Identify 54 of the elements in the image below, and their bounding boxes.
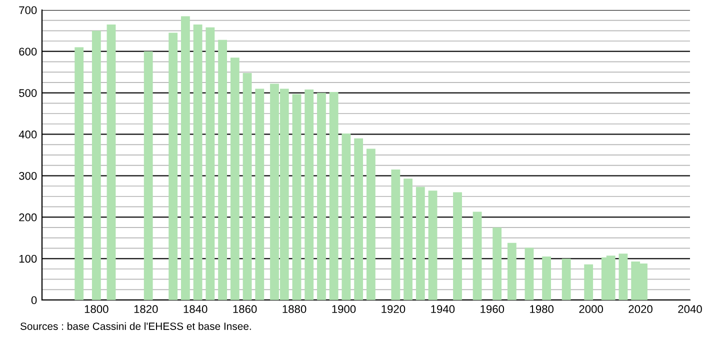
bar (218, 40, 227, 300)
bar (230, 58, 240, 300)
x-tick-label: 1880 (282, 305, 306, 314)
y-tick-label: 600 (19, 48, 37, 56)
bar (206, 27, 215, 300)
bar (342, 133, 351, 300)
y-tick-label: 400 (18, 130, 37, 138)
bar (366, 148, 376, 300)
bar (391, 170, 400, 300)
y-tick-label: 700 (19, 6, 37, 14)
bar (181, 16, 190, 300)
bar (144, 51, 153, 300)
bar (304, 90, 314, 300)
y-tick-label: 0 (31, 296, 37, 304)
x-tick-label: 1900 (332, 305, 356, 314)
x-tick-label: 1800 (84, 305, 108, 314)
bar (562, 258, 571, 300)
y-tick-label: 200 (19, 213, 37, 222)
x-tick-label: 2040 (678, 305, 702, 314)
x-tick-label: 1860 (233, 305, 257, 314)
x-tick-label: 1840 (184, 305, 208, 314)
y-tick-label: 300 (19, 172, 37, 180)
x-tick-label: 2000 (579, 305, 603, 314)
x-tick-label: 1940 (431, 305, 455, 314)
x-tick-label: 2020 (628, 305, 652, 314)
bar (428, 190, 438, 300)
bar (242, 72, 252, 300)
bar (492, 228, 502, 300)
y-tick-label: 500 (19, 89, 37, 97)
bar (193, 24, 202, 300)
x-tick-label: 1980 (530, 305, 554, 314)
bar (416, 186, 425, 300)
bar (524, 248, 534, 300)
bar (404, 178, 412, 300)
source-note: Sources : base Cassini de l'EHESS et base Insee. (20, 322, 251, 330)
bar (354, 138, 364, 300)
bar (618, 254, 628, 300)
x-tick-label: 1960 (480, 305, 504, 314)
bar (255, 88, 264, 300)
x-tick-label: 1820 (134, 305, 158, 314)
bar (74, 47, 84, 300)
bar (92, 30, 101, 300)
bar (584, 264, 594, 300)
bar (106, 24, 116, 300)
y-tick-label: 100 (19, 254, 37, 263)
bar (329, 92, 338, 300)
bar (317, 92, 326, 300)
bar (453, 192, 462, 300)
x-tick-label: 1920 (382, 305, 406, 314)
bar (292, 94, 302, 300)
bar (168, 32, 178, 300)
bar (507, 242, 516, 300)
bar (542, 256, 551, 300)
bar (472, 212, 482, 300)
